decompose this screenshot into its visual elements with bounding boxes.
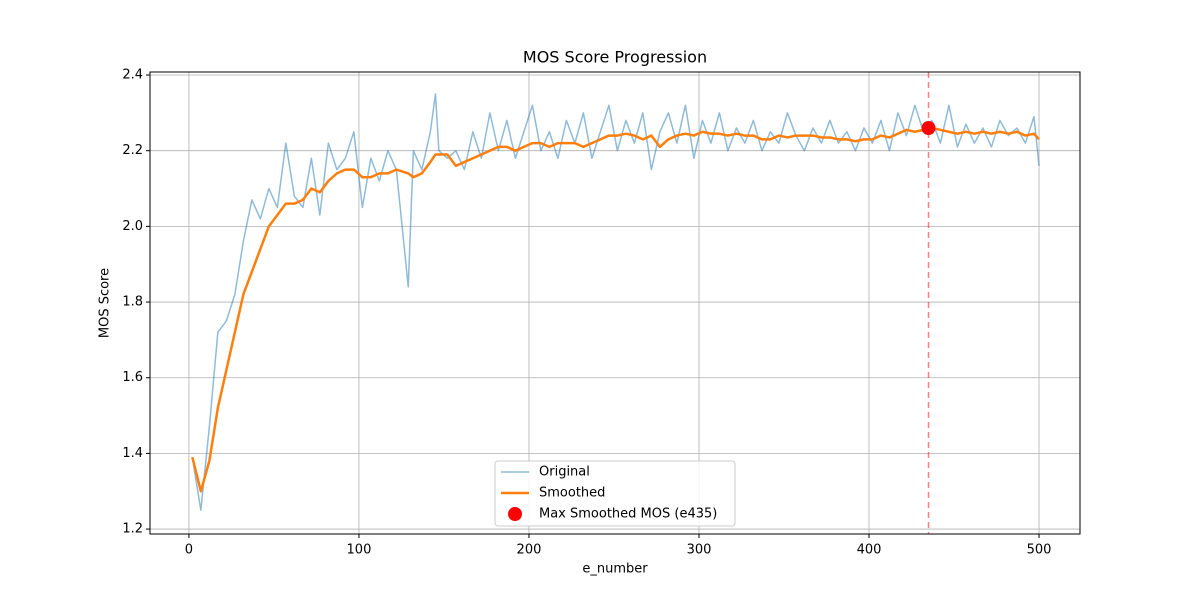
x-tick-label: 400 — [857, 543, 882, 558]
y-tick-label: 2.2 — [122, 143, 143, 158]
x-tick-label: 500 — [1027, 543, 1052, 558]
legend-label: Original — [539, 465, 590, 480]
y-tick-label: 1.4 — [122, 446, 143, 461]
legend: Original Smoothed Max Smoothed MOS (e435) — [494, 460, 736, 527]
max-point — [921, 121, 936, 135]
x-tick-label: 100 — [347, 543, 372, 558]
plot-frame — [149, 71, 1081, 535]
y-tick-label: 1.6 — [122, 370, 143, 385]
legend-label: Max Smoothed MOS (e435) — [539, 507, 717, 522]
legend-box — [494, 460, 736, 527]
x-tick-label: 0 — [185, 543, 193, 558]
line-series — [191, 93, 1040, 511]
y-tick-label: 2.0 — [122, 219, 143, 234]
y-tick-label: 1.8 — [122, 295, 143, 310]
legend-label: Smoothed — [539, 486, 605, 501]
y-tick-label: 2.4 — [122, 68, 143, 83]
y-tick-label: 1.2 — [122, 522, 143, 537]
x-tick-label: 200 — [517, 543, 542, 558]
y-axis-label: MOS Score — [98, 268, 113, 338]
legend-swatch — [508, 507, 522, 521]
chart-title: MOS Score Progression — [523, 48, 707, 67]
line-series — [191, 126, 1040, 493]
x-tick-label: 300 — [687, 543, 712, 558]
x-axis-label: e_number — [582, 562, 648, 577]
